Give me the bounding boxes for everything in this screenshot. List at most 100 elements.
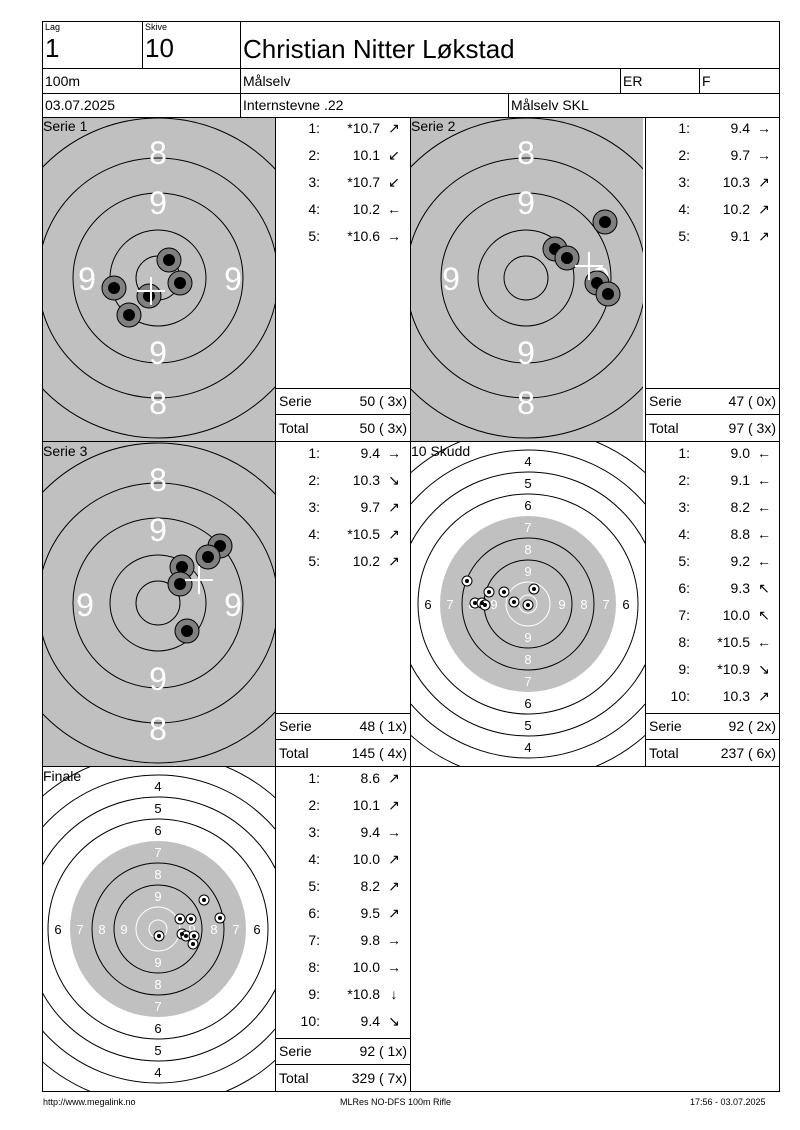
shot-value: 9.1	[730, 472, 750, 488]
shot-number: 1:	[678, 445, 690, 461]
direction-arrow-icon: ↗	[758, 688, 770, 704]
event: Internstevne .22	[243, 97, 344, 113]
shot-row: 1: 9.4 →	[276, 445, 410, 465]
ring-label: 8	[98, 922, 105, 937]
direction-arrow-icon: ↙	[388, 147, 400, 163]
ring-label: 9	[78, 261, 96, 297]
direction-arrow-icon: →	[387, 445, 401, 461]
ring-label: 4	[154, 1065, 161, 1080]
shot-hole	[195, 544, 221, 570]
shot-number: 5:	[678, 553, 690, 569]
ring-label: 9	[224, 587, 242, 623]
direction-arrow-icon: ↘	[388, 472, 400, 488]
direction-arrow-icon: ←	[757, 499, 771, 515]
ring-label: 8	[149, 462, 167, 498]
ring-label: 9	[149, 185, 167, 221]
serie-row: Serie 48 ( 1x)	[275, 713, 411, 740]
ring-label: 8	[524, 652, 531, 667]
ring-label: 9	[442, 261, 460, 297]
direction-arrow-icon: ↗	[388, 770, 400, 786]
shot-row: 8: 10.0 →	[276, 959, 410, 979]
section-title: Serie 2	[411, 118, 456, 134]
section-title: Serie 1	[43, 118, 88, 134]
direction-arrow-icon: ↗	[388, 499, 400, 515]
total-row: Total 50 ( 3x)	[275, 414, 411, 442]
shot-number: 6:	[678, 580, 690, 596]
shot-value: 10.3	[352, 472, 380, 488]
shot-value: *10.5	[717, 634, 750, 650]
shot-value: 10.0	[352, 851, 380, 867]
shot-value: 8.6	[360, 770, 380, 786]
shot-number: 2:	[308, 472, 320, 488]
ring-label: 8	[149, 135, 167, 171]
ring-label: 8	[580, 597, 587, 612]
shot-number: 9:	[308, 986, 320, 1002]
shot-number: 2:	[678, 472, 690, 488]
direction-arrow-icon: ↗	[388, 797, 400, 813]
shot-number: 1:	[308, 120, 320, 136]
direction-arrow-icon: →	[387, 959, 401, 975]
ring-label: 5	[154, 1043, 161, 1058]
shot-list: 1: 9.4 → 2: 9.7 → 3: 10.3 ↗ 4: 10.2 ↗ 5: 9.1 ↗	[646, 120, 780, 380]
direction-arrow-icon: ↗	[388, 878, 400, 894]
shot-number: 1:	[308, 770, 320, 786]
ring-label: 8	[154, 977, 161, 992]
footer-software: MLRes NO-DFS 100m Rifle	[340, 1097, 452, 1107]
serie-row: Serie 92 ( 2x)	[645, 713, 780, 740]
ring-label: 7	[154, 999, 161, 1014]
shot-value: 10.0	[722, 607, 750, 623]
shot-hole	[592, 209, 618, 235]
direction-arrow-icon: ←	[387, 201, 401, 217]
shot-row: 4: 10.2 ←	[276, 201, 410, 221]
shot-value: *10.6	[347, 228, 380, 244]
direction-arrow-icon: ↗	[758, 228, 770, 244]
ring-label: 9	[76, 587, 94, 623]
shot-hole	[595, 281, 621, 307]
shot-value: 10.2	[352, 201, 380, 217]
shot-row: 5: 10.2 ↗	[276, 553, 410, 573]
direction-arrow-icon: ↘	[388, 1013, 400, 1029]
shot-row: 1: 9.4 →	[646, 120, 780, 140]
shot-row: 1: *10.7 ↗	[276, 120, 410, 140]
ring-label: 7	[602, 597, 609, 612]
shot-row: 3: 9.4 →	[276, 824, 410, 844]
shot-hole	[167, 270, 193, 296]
shot-row: 2: 9.1 ←	[646, 472, 780, 492]
shot-number: 1:	[678, 120, 690, 136]
skive-value: 10	[145, 33, 174, 63]
serie-row: Serie 92 ( 1x)	[275, 1038, 411, 1065]
ring-label: 5	[524, 718, 531, 733]
ring-label: 9	[149, 335, 167, 371]
ring-label: 9	[120, 922, 127, 937]
ring-label: 7	[524, 674, 531, 689]
shot-value: 9.8	[360, 932, 380, 948]
shot-row: 1: 8.6 ↗	[276, 770, 410, 790]
direction-arrow-icon: ↗	[388, 120, 400, 136]
ring-label: 6	[424, 597, 431, 612]
ring-label: 9	[149, 512, 167, 548]
shot-row: 6: 9.5 ↗	[276, 905, 410, 925]
shot-row: 4: 8.8 ←	[646, 526, 780, 546]
shot-value: *10.7	[347, 174, 380, 190]
footer-url[interactable]: http://www.megalink.no	[43, 1097, 136, 1107]
ring-label: 9	[524, 564, 531, 579]
organizer: Målselv SKL	[511, 97, 589, 113]
shot-hole	[156, 247, 182, 273]
shot-value: 9.3	[730, 580, 750, 596]
shot-value: 8.2	[360, 878, 380, 894]
shot-list: 1: 9.4 → 2: 10.3 ↘ 3: 9.7 ↗ 4: *10.5 ↗ 5: 10.2 ↗	[276, 445, 410, 705]
shot-row: 10: 9.4 ↘	[276, 1013, 410, 1033]
shot-hole	[167, 571, 193, 597]
serie-row: Serie 47 ( 0x)	[645, 388, 780, 415]
shot-row: 9: *10.9 ↘	[646, 661, 780, 681]
shot-row: 4: *10.5 ↗	[276, 526, 410, 546]
shot-row: 2: 10.1 ↗	[276, 797, 410, 817]
direction-arrow-icon: ←	[757, 634, 771, 650]
ring-label: 9	[154, 955, 161, 970]
shot-row: 8: *10.5 ←	[646, 634, 780, 654]
shot-row: 10: 10.3 ↗	[646, 688, 780, 708]
direction-arrow-icon: ←	[757, 553, 771, 569]
shot-number: 2:	[308, 797, 320, 813]
direction-arrow-icon: ↖	[758, 580, 770, 596]
shot-value: 9.2	[730, 553, 750, 569]
